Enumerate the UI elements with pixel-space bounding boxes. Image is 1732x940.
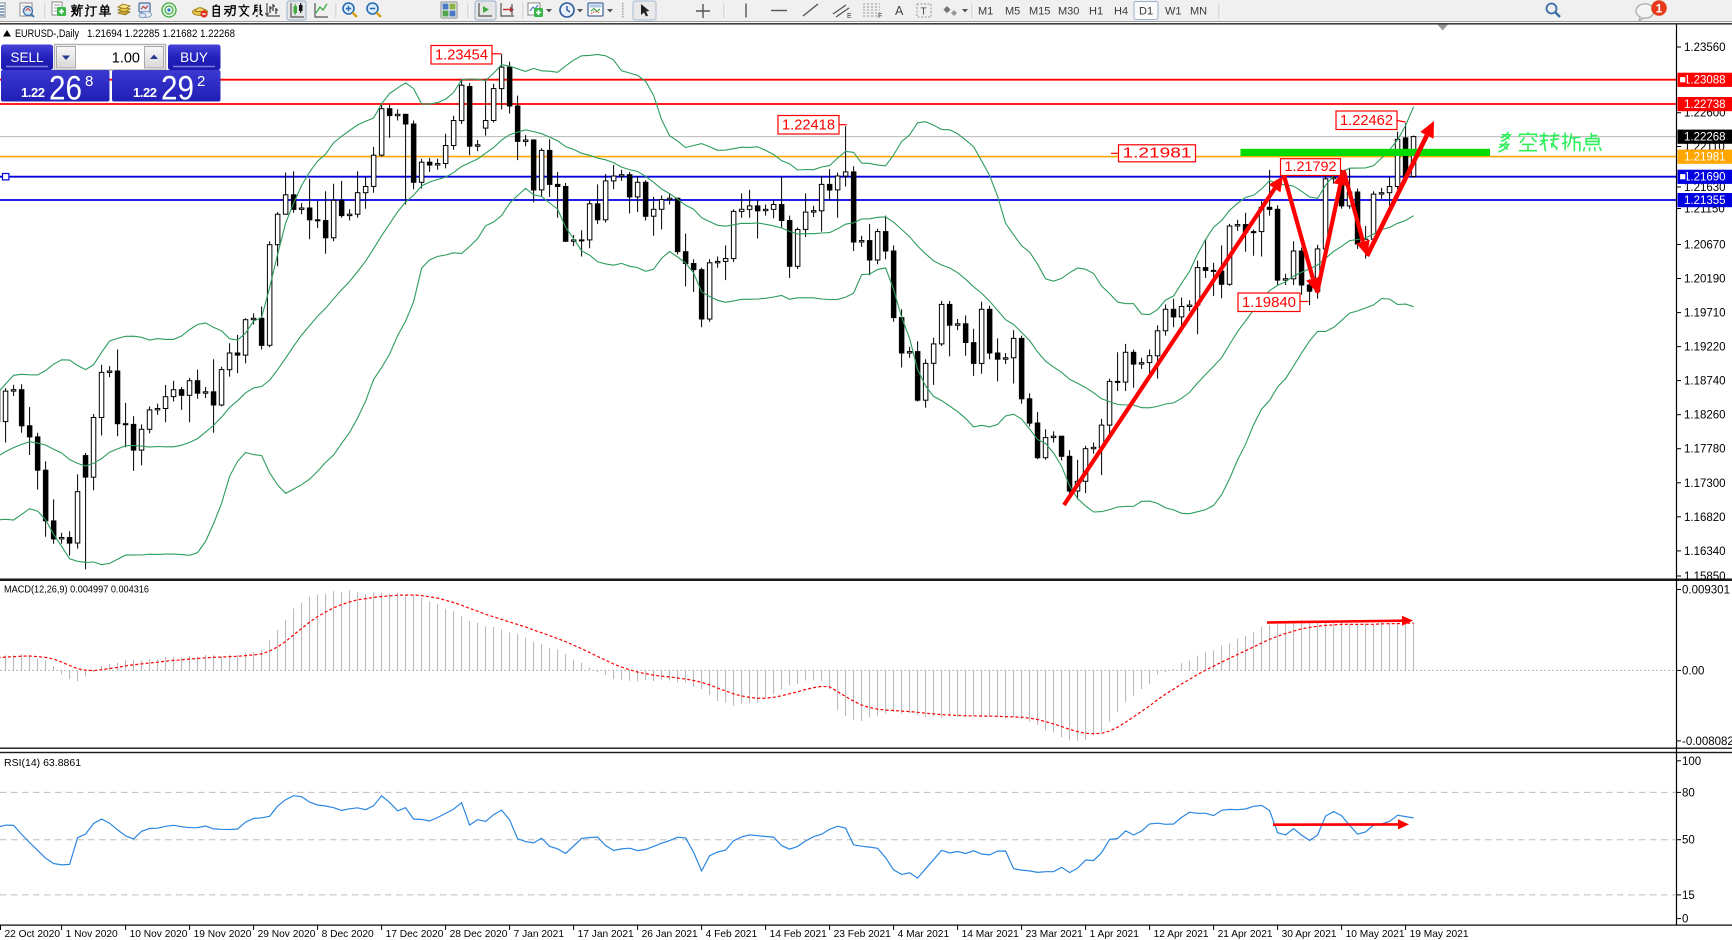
svg-text:28 Dec 2020: 28 Dec 2020	[450, 929, 508, 940]
svg-text:30 Apr 2021: 30 Apr 2021	[1282, 929, 1337, 940]
svg-text:M30: M30	[1058, 6, 1079, 18]
svg-text:29 Nov 2020: 29 Nov 2020	[258, 929, 316, 940]
svg-text:1.21694 1.22285 1.21682 1.2226: 1.21694 1.22285 1.21682 1.22268	[87, 28, 235, 40]
svg-text:1.15850: 1.15850	[1684, 571, 1726, 583]
svg-text:17 Dec 2020: 17 Dec 2020	[386, 929, 444, 940]
svg-text:14 Mar 2021: 14 Mar 2021	[962, 929, 1020, 940]
svg-text:0.009301: 0.009301	[1682, 585, 1730, 597]
svg-text:1.21981: 1.21981	[1684, 152, 1726, 164]
svg-text:1.21981: 1.21981	[1123, 144, 1192, 161]
svg-text:1.22: 1.22	[21, 85, 45, 100]
svg-text:19 Nov 2020: 19 Nov 2020	[194, 929, 252, 940]
svg-text:-0.008082: -0.008082	[1682, 736, 1732, 748]
svg-text:SELL: SELL	[10, 50, 44, 65]
svg-text:1: 1	[1656, 1, 1663, 15]
svg-text:21 Apr 2021: 21 Apr 2021	[1218, 929, 1273, 940]
svg-text:10 May 2021: 10 May 2021	[1346, 929, 1405, 940]
svg-text:8: 8	[85, 73, 93, 90]
svg-text:M5: M5	[1005, 6, 1020, 18]
svg-text:1.19220: 1.19220	[1684, 342, 1726, 354]
svg-text:E: E	[847, 13, 852, 20]
svg-text:1.21355: 1.21355	[1684, 195, 1726, 207]
svg-text:MACD(12,26,9) 0.004997 0.00431: MACD(12,26,9) 0.004997 0.004316	[4, 584, 149, 596]
svg-text:1.20190: 1.20190	[1684, 274, 1726, 286]
svg-text:1.22: 1.22	[133, 85, 157, 100]
svg-text:1.19840: 1.19840	[1242, 295, 1296, 311]
svg-text:29: 29	[161, 70, 194, 108]
svg-text:F: F	[878, 13, 882, 20]
svg-text:2: 2	[197, 73, 205, 90]
svg-text:1.21792: 1.21792	[1285, 159, 1337, 174]
svg-text:1.23088: 1.23088	[1684, 75, 1726, 87]
svg-text:1.20670: 1.20670	[1684, 240, 1726, 252]
svg-text:1.22268: 1.22268	[1684, 132, 1726, 144]
svg-text:1.18740: 1.18740	[1684, 376, 1726, 388]
svg-text:1.21630: 1.21630	[1684, 182, 1726, 194]
svg-text:1.17300: 1.17300	[1684, 478, 1726, 490]
svg-text:23 Mar 2021: 23 Mar 2021	[1026, 929, 1084, 940]
svg-text:W1: W1	[1165, 6, 1182, 18]
svg-text:1.22462: 1.22462	[1340, 113, 1393, 129]
svg-text:1 Nov 2020: 1 Nov 2020	[66, 929, 118, 940]
svg-text:1.16820: 1.16820	[1684, 512, 1726, 524]
svg-text:1.16340: 1.16340	[1684, 546, 1726, 558]
svg-text:0.00: 0.00	[1682, 665, 1704, 677]
svg-text:50: 50	[1682, 835, 1695, 847]
svg-text:D1: D1	[1139, 6, 1153, 18]
svg-text:1.22418: 1.22418	[782, 118, 835, 134]
svg-text:M15: M15	[1029, 6, 1050, 18]
svg-text:8 Dec 2020: 8 Dec 2020	[322, 929, 374, 940]
svg-text:0: 0	[1682, 914, 1688, 926]
svg-text:MN: MN	[1190, 6, 1207, 18]
svg-text:4 Mar 2021: 4 Mar 2021	[898, 929, 950, 940]
svg-text:100: 100	[1682, 756, 1701, 768]
svg-text:1.17780: 1.17780	[1684, 444, 1726, 456]
svg-text:M1: M1	[978, 6, 993, 18]
svg-text:23 Feb 2021: 23 Feb 2021	[834, 929, 892, 940]
svg-text:4 Feb 2021: 4 Feb 2021	[706, 929, 758, 940]
svg-text:15: 15	[1682, 890, 1695, 902]
svg-text:1.22738: 1.22738	[1684, 99, 1726, 111]
svg-text:1.23560: 1.23560	[1684, 42, 1726, 54]
svg-text:10 Nov 2020: 10 Nov 2020	[130, 929, 188, 940]
svg-text:26 Jan 2021: 26 Jan 2021	[642, 929, 698, 940]
svg-text:RSI(14) 63.8861: RSI(14) 63.8861	[4, 757, 81, 769]
svg-text:1.00: 1.00	[112, 51, 140, 67]
svg-text:17 Jan 2021: 17 Jan 2021	[578, 929, 634, 940]
svg-text:1.21690: 1.21690	[1684, 172, 1726, 184]
svg-text:H4: H4	[1114, 6, 1128, 18]
svg-text:H1: H1	[1089, 6, 1103, 18]
svg-text:EURUSD-,Daily: EURUSD-,Daily	[15, 28, 79, 40]
svg-text:1.18260: 1.18260	[1684, 410, 1726, 422]
svg-text:1.19710: 1.19710	[1684, 308, 1726, 320]
svg-text:12 Apr 2021: 12 Apr 2021	[1154, 929, 1209, 940]
svg-text:1.23454: 1.23454	[435, 48, 488, 64]
svg-text:T: T	[921, 7, 927, 18]
svg-text:BUY: BUY	[180, 50, 208, 65]
svg-text:14 Feb 2021: 14 Feb 2021	[770, 929, 828, 940]
svg-text:22 Oct 2020: 22 Oct 2020	[5, 929, 61, 940]
svg-text:1 Apr 2021: 1 Apr 2021	[1090, 929, 1140, 940]
svg-text:26: 26	[49, 70, 82, 108]
svg-text:A: A	[895, 4, 904, 18]
svg-text:80: 80	[1682, 787, 1695, 799]
svg-text:19 May 2021: 19 May 2021	[1410, 929, 1469, 940]
svg-text:7 Jan 2021: 7 Jan 2021	[514, 929, 565, 940]
